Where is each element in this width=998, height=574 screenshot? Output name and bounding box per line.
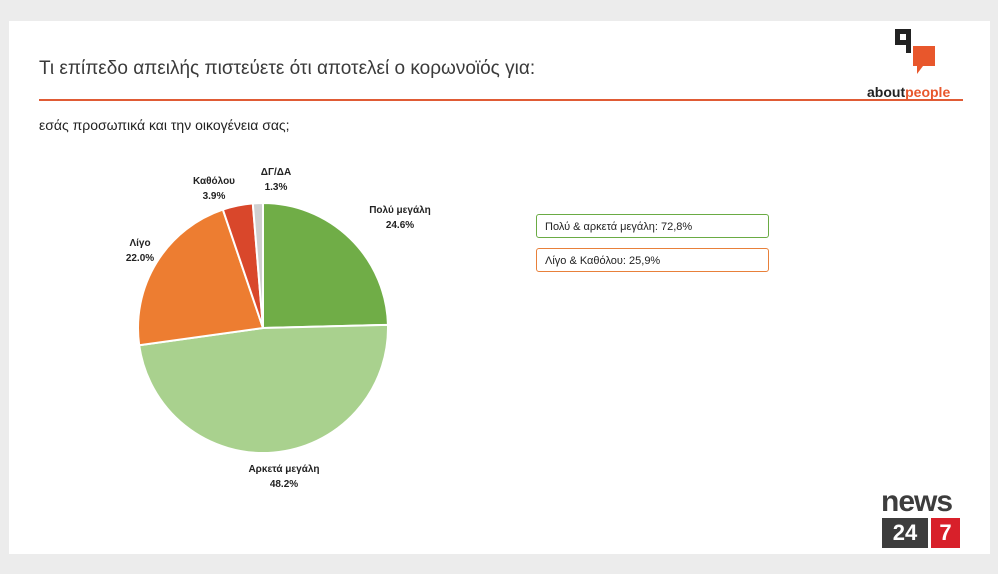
- summary-box-high: Πολύ & αρκετά μεγάλη: 72,8%: [536, 214, 769, 238]
- brand-name-part1: about: [867, 84, 906, 100]
- aboutpeople-logo-icon: [895, 29, 935, 74]
- pie-slice: [262, 201, 389, 330]
- news-logo-number-accent: 7: [931, 518, 960, 548]
- pie-slice: [137, 208, 265, 347]
- slice-value-label: 48.2%: [270, 479, 298, 490]
- summary-box-low: Λίγο & Καθόλου: 25,9%: [536, 248, 769, 272]
- pie-slice: [251, 201, 264, 329]
- brand-name-part2: people: [905, 84, 951, 100]
- slice-value-label: 24.6%: [386, 220, 414, 231]
- slice-category-label: Αρκετά μεγάλη: [248, 464, 319, 475]
- news-logo-word: news: [881, 485, 953, 518]
- slice-value-label: 3.9%: [203, 191, 226, 202]
- slice-category-label: Λίγο: [129, 238, 150, 249]
- title-divider: [39, 99, 963, 101]
- news-logo-number: 24: [882, 518, 928, 548]
- slice-category-label: Καθόλου: [193, 176, 235, 187]
- slice-category-label: ΔΓ/ΔΑ: [261, 167, 291, 178]
- question-subtitle: εσάς προσωπικά και την οικογένεια σας;: [39, 117, 290, 133]
- page-title: Τι επίπεδο απειλής πιστεύετε ότι αποτελε…: [39, 58, 536, 79]
- slice-value-label: 22.0%: [126, 253, 154, 264]
- brand-wordmark: aboutpeople: [867, 84, 950, 100]
- pie-slice: [138, 323, 389, 454]
- slice-value-label: 1.3%: [265, 182, 288, 193]
- slice-category-label: Πολύ μεγάλη: [369, 205, 431, 216]
